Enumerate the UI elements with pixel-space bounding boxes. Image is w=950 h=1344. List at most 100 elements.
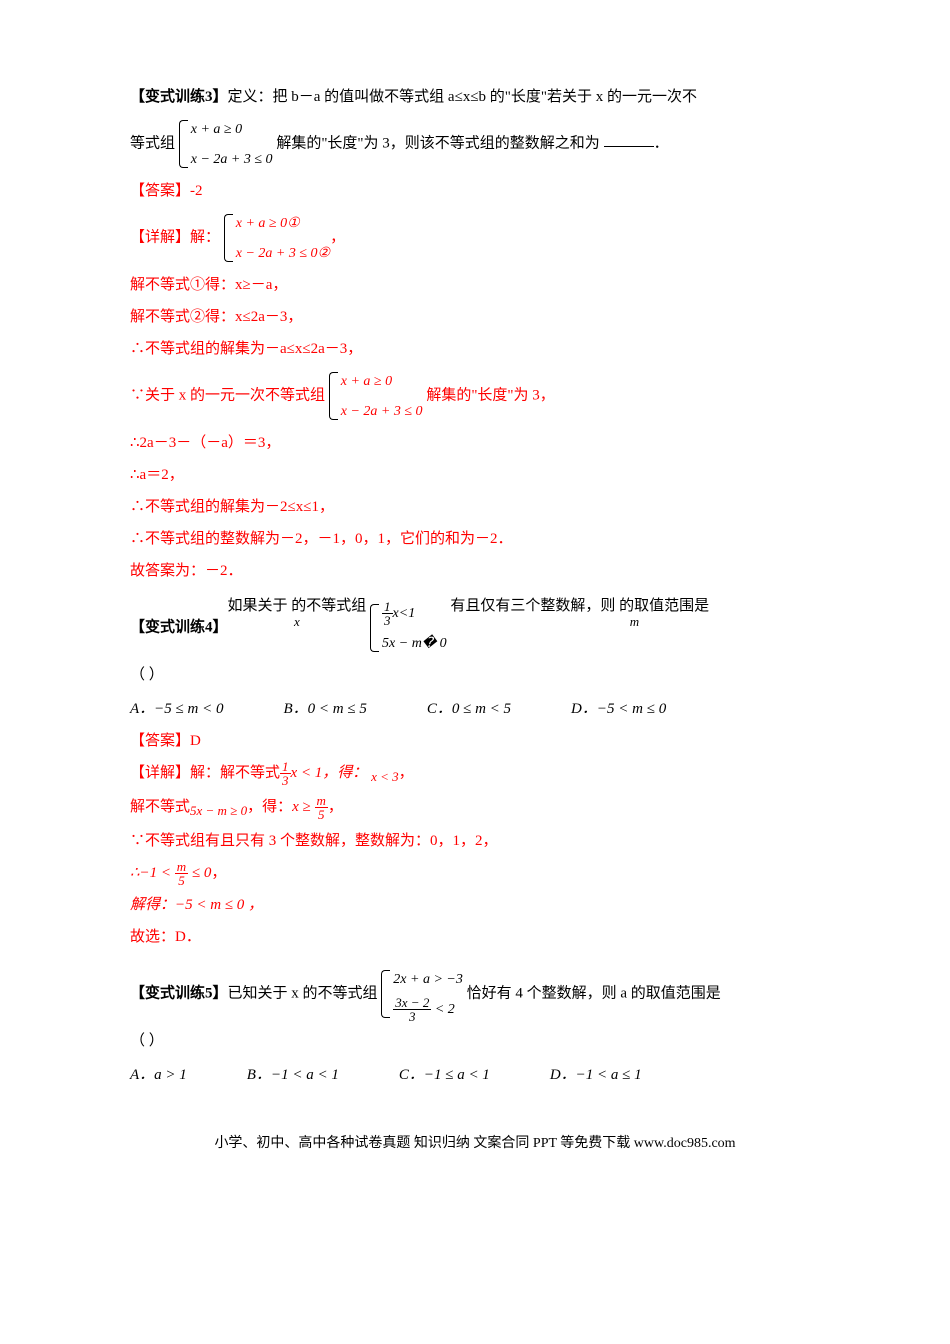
p4-ans-label: 【答案】 <box>130 733 190 749</box>
sys5-l1: 2x + a > −3 <box>393 972 463 987</box>
p3-answer: 【答案】-2 <box>130 176 820 206</box>
p4-ans-value: D <box>190 733 201 749</box>
p4-d2-num: m <box>315 794 328 808</box>
sys4-l1c: x<1 <box>393 606 416 621</box>
p4-d1-den: 3 <box>280 774 291 787</box>
sys5-l2-after: < 2 <box>431 1002 454 1017</box>
p4-d2-fracbefore: x ≥ <box>292 799 314 815</box>
p4-paren: （ ） <box>130 660 820 690</box>
p5-paren: （ ） <box>130 1026 820 1056</box>
p5-body-after: 恰好有 4 个整数解，则 a 的取值范围是 <box>467 985 721 1001</box>
p4-answer: 【答案】D <box>130 726 820 756</box>
system-2: x + a ≥ 0① x − 2a + 3 ≤ 0② <box>224 208 330 268</box>
system-4: 13x<1 5x − m� 0 <box>370 598 447 658</box>
p4-optB: B．0 < m ≤ 5 <box>283 694 366 724</box>
p5-optC: C．−1 ≤ a < 1 <box>399 1060 490 1090</box>
p4-d2-before: 解不等式 <box>130 799 190 815</box>
p3-detail-label: 【详解】解： <box>130 229 220 245</box>
p3-l2-before: 等式组 <box>130 135 175 151</box>
page-footer: 小学、初中、高中各种试卷真题 知识归纳 文案合同 PPT 等免费下载 www.d… <box>130 1130 820 1158</box>
p5-optA: A．a > 1 <box>130 1060 187 1090</box>
p3-detail-after: ， <box>330 229 345 245</box>
p4-d5: 解得：−5 < m ≤ 0 ， <box>130 890 820 920</box>
p4-d1-end: ， <box>399 765 414 781</box>
sys1-l1: x + a ≥ 0 <box>191 122 242 137</box>
p4-d2-mid: ，得： <box>247 799 292 815</box>
problem-5-line1: 【变式训练5】已知关于 x 的不等式组 2x + a > −3 3x − 23 … <box>130 964 820 1024</box>
problem-3-title: 【变式训练3】 <box>130 89 228 105</box>
p4-body-before: 如果关于 的不等式组 <box>228 598 367 614</box>
p3-step7: ∴不等式组的解集为－2≤x≤1， <box>130 492 820 522</box>
p4-optD: D．−5 < m ≤ 0 <box>571 694 666 724</box>
sys4-num: 1 <box>382 600 393 614</box>
p3-l2-after: 解集的"长度"为 3，则该不等式组的整数解之和为 <box>276 135 603 151</box>
problem-5-title: 【变式训练5】 <box>130 985 228 1001</box>
p4-d1-after: x < 3 <box>371 769 399 784</box>
p4-sub-m: m <box>450 615 709 629</box>
p3-step1: 解不等式①得：x≥－a， <box>130 270 820 300</box>
problem-4-line1: 【变式训练4】如果关于 的不等式组x 13x<1 5x − m� 0 有且仅有三… <box>130 598 820 658</box>
p4-d1-num: 1 <box>280 760 291 774</box>
system-5: 2x + a > −3 3x − 23 < 2 <box>381 964 463 1024</box>
p5-optB: B．−1 < a < 1 <box>247 1060 339 1090</box>
sys2-l1: x + a ≥ 0① <box>236 216 300 231</box>
p4-optC: C．0 ≤ m < 5 <box>427 694 511 724</box>
p3-step8: ∴不等式组的整数解为－2，－1，0，1，它们的和为－2． <box>130 524 820 554</box>
sys3-l1: x + a ≥ 0 <box>341 374 392 389</box>
p3-step9: 故答案为：－2． <box>130 556 820 586</box>
p4-detail-label: 【详解】解： <box>130 765 220 781</box>
p4-options: A．−5 ≤ m < 0 B．0 < m ≤ 5 C．0 ≤ m < 5 D．−… <box>130 694 820 724</box>
p3-step3: ∴不等式组的解集为－a≤x≤2a－3， <box>130 334 820 364</box>
sys2-l2: x − 2a + 3 ≤ 0② <box>236 246 330 261</box>
p4-d4-end: ， <box>211 865 226 881</box>
problem-3-line2: 等式组 x + a ≥ 0 x − 2a + 3 ≤ 0 解集的"长度"为 3，… <box>130 114 820 174</box>
system-1: x + a ≥ 0 x − 2a + 3 ≤ 0 <box>179 114 273 174</box>
problem-3-line1: 【变式训练3】定义：把 b－a 的值叫做不等式组 a≤x≤b 的"长度"若关于 … <box>130 82 820 112</box>
p5-body-before: 已知关于 x 的不等式组 <box>228 985 378 1001</box>
p3-step4: ∵关于 x 的一元一次不等式组 x + a ≥ 0 x − 2a + 3 ≤ 0… <box>130 366 820 426</box>
p3-step4-after: 解集的"长度"为 3， <box>426 387 555 403</box>
sys4-l1: 13x<1 <box>382 606 415 621</box>
p4-d1-before: 解不等式 <box>220 765 280 781</box>
sys5-den: 3 <box>393 1010 431 1023</box>
p4-body-before-wrap: 如果关于 的不等式组x <box>228 598 367 629</box>
sys1-l2: x − 2a + 3 ≤ 0 <box>191 152 273 167</box>
p4-d6: 故选：D． <box>130 922 820 952</box>
p3-step4-before: ∵关于 x 的一元一次不等式组 <box>130 387 325 403</box>
p3-l2-end: ． <box>654 135 669 151</box>
answer-blank <box>604 132 654 147</box>
p4-d3: ∵不等式组有且只有 3 个整数解，整数解为：0，1，2， <box>130 826 820 856</box>
p3-ans-value: -2 <box>190 183 203 199</box>
p4-d4-before: ∴−1 < <box>130 865 175 881</box>
p4-body-after: 有且仅有三个整数解，则 的取值范围是 <box>450 598 709 614</box>
p4-sub-x: x <box>228 615 367 629</box>
problem-4-title: 【变式训练4】 <box>130 619 228 635</box>
p4-d2-expr: 5x − m ≥ 0 <box>190 803 247 818</box>
sys5-l2: 3x − 23 < 2 <box>393 1002 455 1017</box>
p4-d2-den: 5 <box>315 808 328 821</box>
system-3: x + a ≥ 0 x − 2a + 3 ≤ 0 <box>329 366 423 426</box>
sys5-num: 3x − 2 <box>393 996 431 1010</box>
document-page: 【变式训练3】定义：把 b－a 的值叫做不等式组 a≤x≤b 的"长度"若关于 … <box>0 0 950 1344</box>
p4-d4-after: ≤ 0 <box>188 865 211 881</box>
p3-ans-label: 【答案】 <box>130 183 190 199</box>
p4-d4-den: 5 <box>175 874 188 887</box>
p5-optD: D．−1 < a ≤ 1 <box>550 1060 642 1090</box>
p4-d2-end: ， <box>328 799 343 815</box>
sys4-den: 3 <box>382 614 393 627</box>
p4-d1: 【详解】解：解不等式13x < 1，得： x < 3， <box>130 758 820 790</box>
p3-detail-line: 【详解】解： x + a ≥ 0① x − 2a + 3 ≤ 0② ， <box>130 208 820 268</box>
p4-d2: 解不等式5x − m ≥ 0，得：x ≥ m5， <box>130 792 820 824</box>
p4-d4-num: m <box>175 860 188 874</box>
p4-d4: ∴−1 < m5 ≤ 0， <box>130 858 820 888</box>
sys4-l2: 5x − m� 0 <box>382 636 447 651</box>
p3-step2: 解不等式②得：x≤2a－3， <box>130 302 820 332</box>
p3-step6: ∴a＝2， <box>130 460 820 490</box>
p3-step5: ∴2a－3－（－a）＝3， <box>130 428 820 458</box>
p3-body-1: 定义：把 b－a 的值叫做不等式组 a≤x≤b 的"长度"若关于 x 的一元一次… <box>228 89 698 105</box>
p4-optA: A．−5 ≤ m < 0 <box>130 694 223 724</box>
p4-body-after-wrap: 有且仅有三个整数解，则 的取值范围是m <box>450 598 709 629</box>
p5-options: A．a > 1 B．−1 < a < 1 C．−1 ≤ a < 1 D．−1 <… <box>130 1060 820 1090</box>
sys3-l2: x − 2a + 3 ≤ 0 <box>341 404 423 419</box>
p4-d1-mid: x < 1，得： <box>291 765 368 781</box>
